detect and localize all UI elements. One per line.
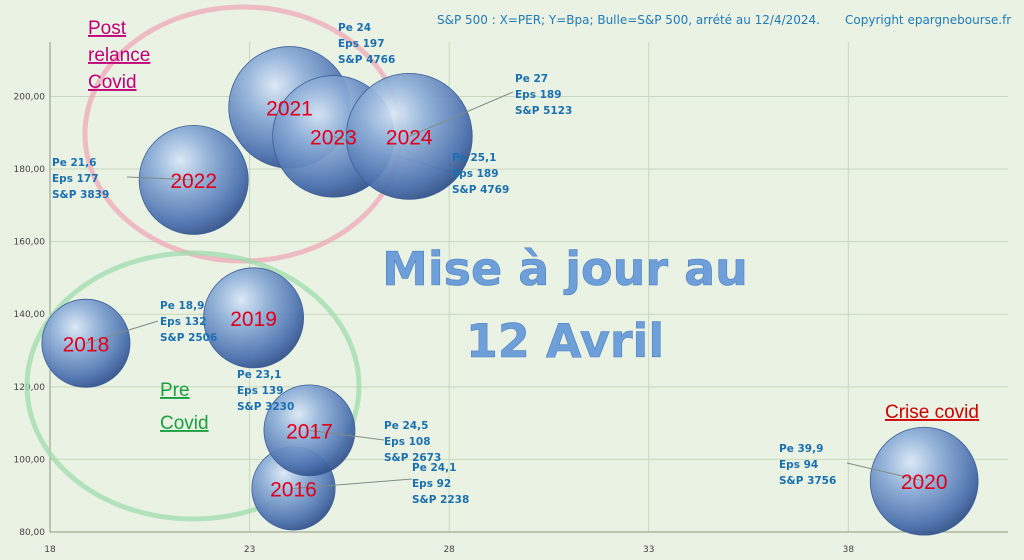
data-label-2018: S&P 2506: [160, 332, 217, 344]
post-relance-covid-label: relance: [88, 45, 150, 66]
data-label-2024: Eps 189: [515, 89, 562, 101]
data-label-2020: S&P 3756: [779, 475, 836, 487]
data-label-2021: Eps 197: [338, 38, 385, 50]
leader-line-2018: [85, 320, 159, 344]
data-label-2020: Eps 94: [779, 459, 818, 471]
data-label-2017: Eps 108: [384, 436, 431, 448]
post-relance-covid-label: Covid: [88, 72, 137, 93]
data-label-2022: S&P 3839: [52, 189, 109, 201]
bubble-label-2016: 2016: [270, 478, 317, 501]
x-tick-label: 38: [843, 545, 855, 555]
x-tick-label: 28: [443, 545, 455, 555]
data-label-2017: S&P 2673: [384, 452, 441, 464]
leader-line-2016: [293, 478, 413, 489]
bubble-label-2020: 2020: [901, 471, 948, 494]
y-tick-label: 180,00: [14, 165, 46, 175]
data-label-2016: Eps 92: [412, 478, 451, 490]
bubble-label-2018: 2018: [63, 333, 110, 356]
pre-covid-ring: [24, 250, 362, 522]
update-notice-line-2: 12 Avril: [466, 314, 664, 368]
data-label-2023: Eps 189: [452, 168, 499, 180]
grid-layer: 18 23 28 33 3880,00100,00120,00140,00160,001…: [14, 42, 1008, 555]
copyright-text: Copyright epargnebourse.fr: [845, 13, 1011, 27]
data-label-2021: Pe 24: [338, 22, 371, 34]
data-label-2023: Pe 25,1: [452, 152, 496, 164]
bubble-label-2022: 2022: [170, 170, 217, 193]
data-label-2016: S&P 2238: [412, 494, 469, 506]
pre-covid-label: Covid: [160, 413, 209, 434]
x-tick-label: 18: [44, 545, 56, 555]
leader-line-2017: [309, 429, 385, 441]
y-tick-label: 100,00: [14, 455, 46, 465]
leader-line-2020: [846, 462, 925, 482]
bubble-label-2021: 2021: [266, 97, 313, 120]
bubble-2022: [138, 124, 249, 235]
data-label-2018: Pe 18,9: [160, 300, 204, 312]
data-label-2024: S&P 5123: [515, 105, 572, 117]
data-label-2016: Pe 24,1: [412, 462, 456, 474]
y-tick-label: 160,00: [14, 238, 46, 248]
leader-line-2022: [126, 176, 194, 181]
data-label-2021: S&P 4766: [338, 54, 395, 66]
data-label-2019: Eps 139: [237, 385, 284, 397]
data-label-2024: Pe 27: [515, 73, 548, 85]
bubble-label-2017: 2017: [286, 420, 333, 443]
x-tick-label: 33: [643, 545, 654, 555]
bubble-layer: [41, 46, 979, 536]
update-notice-line-1: Mise à jour au: [382, 242, 748, 296]
x-tick-label: 23: [244, 545, 255, 555]
bubble-2019: [203, 267, 304, 369]
data-label-2022: Eps 177: [52, 173, 99, 185]
bubble-label-2023: 2023: [310, 126, 357, 149]
leader-line-2024: [409, 91, 514, 137]
data-label-2019: S&P 3230: [237, 401, 294, 413]
annotation-layer: 2018 Pe 18,9 Eps 132 S&P 2506 2016 Pe 24,1 Eps…: [52, 18, 979, 506]
crise-covid-label: Crise covid: [885, 402, 979, 423]
chart-title: S&P 500 : X=PER; Y=Bpa; Bulle=S&P 500, a…: [437, 13, 820, 27]
data-label-2022: Pe 21,6: [52, 157, 96, 169]
data-label-2023: S&P 4769: [452, 184, 509, 196]
y-tick-label: 200,00: [14, 92, 46, 102]
data-label-2018: Eps 132: [160, 316, 207, 328]
data-label-2019: Pe 23,1: [237, 369, 281, 381]
y-tick-label: 80,00: [19, 528, 45, 538]
data-label-2017: Pe 24,5: [384, 420, 428, 432]
bubble-label-2019: 2019: [230, 308, 277, 331]
y-tick-label: 140,00: [14, 310, 46, 320]
post-relance-covid-label: Post: [88, 18, 127, 39]
bubble-label-2024: 2024: [386, 126, 433, 149]
pre-covid-label: Pre: [160, 380, 190, 401]
data-label-2020: Pe 39,9: [779, 443, 823, 455]
